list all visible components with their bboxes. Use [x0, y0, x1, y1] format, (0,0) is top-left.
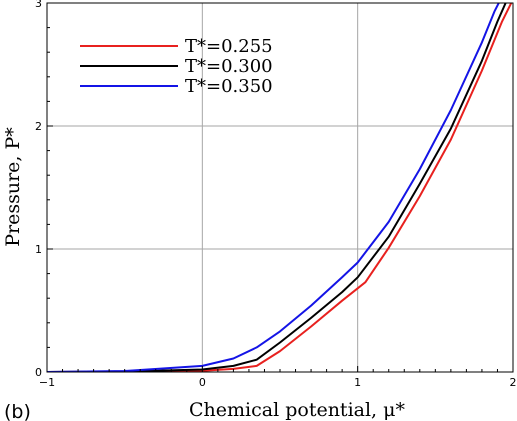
y-tick-label: 0 [35, 366, 42, 379]
x-tick-label: −1 [39, 376, 55, 389]
panel-label: (b) [4, 401, 31, 421]
series-lines [47, 3, 513, 372]
series-line-1 [47, 3, 513, 372]
plot-frame [46, 2, 514, 373]
y-tick-label: 2 [35, 120, 42, 133]
grid [47, 3, 513, 372]
legend-label-1: T*=0.255 [185, 36, 273, 57]
series-line-2 [47, 3, 507, 372]
x-tick-label: 2 [510, 376, 517, 389]
legend-label-3: T*=0.350 [185, 76, 273, 97]
y-axis-title: Pressure, P* [2, 127, 24, 247]
x-tick-label: 0 [199, 376, 206, 389]
x-tick-label: 1 [354, 376, 361, 389]
y-tick-label: 3 [35, 0, 42, 10]
x-axis-title: Chemical potential, μ* [189, 399, 405, 421]
tick-marks [46, 2, 514, 373]
legend-label-2: T*=0.300 [185, 56, 273, 77]
series-line-3 [47, 3, 500, 372]
y-tick-label: 1 [35, 243, 42, 256]
